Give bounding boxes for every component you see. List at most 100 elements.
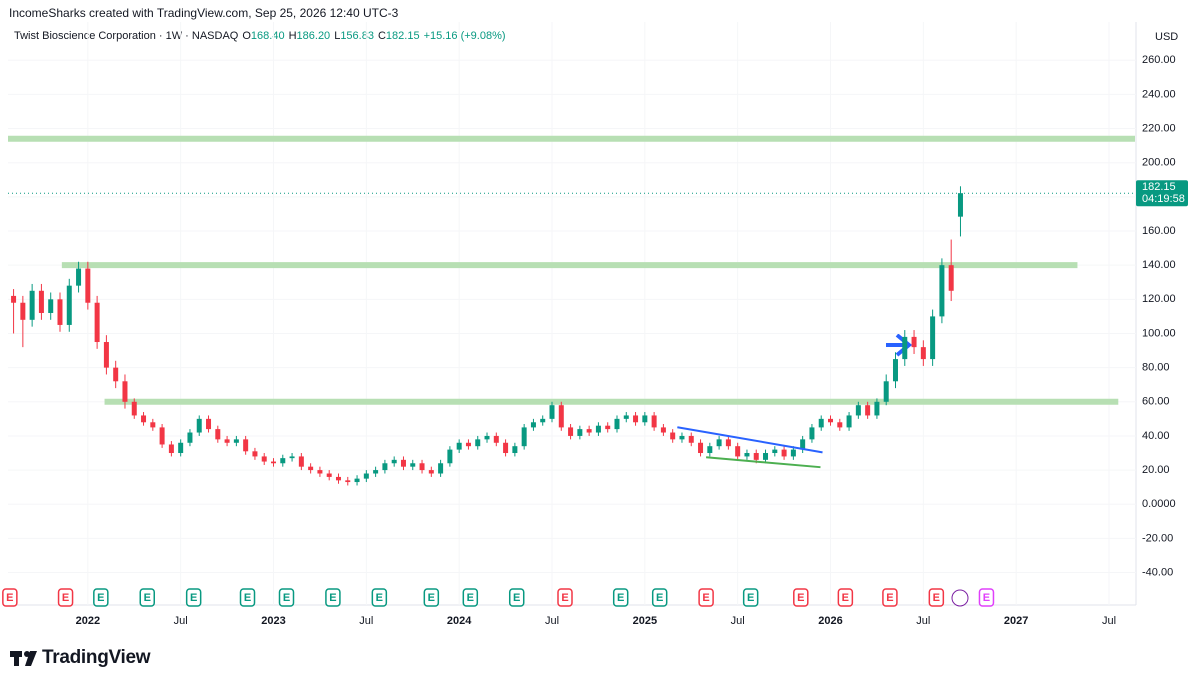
earnings-badge (139, 588, 156, 607)
candle-body (800, 439, 806, 450)
candle-body (252, 451, 258, 457)
y-tick-label: 20.00 (1142, 464, 1170, 476)
candle-body (391, 459, 397, 464)
candle-body (763, 453, 769, 460)
symbol: Twist Bioscience Corporation · 1W · NASD… (14, 30, 239, 42)
ohlc-item: C182.15 (378, 30, 420, 42)
dividend-icon (951, 589, 969, 607)
candle-body (113, 367, 119, 382)
earnings-badge (928, 588, 945, 607)
candle-body (317, 470, 323, 474)
candle-body (280, 458, 286, 464)
price-tag (1136, 180, 1188, 207)
candle-body (828, 418, 834, 423)
candle-body (633, 415, 639, 423)
y-tick-label: 60.00 (1142, 396, 1170, 408)
candle-body (772, 449, 778, 454)
x-tick-label: Jul (359, 615, 373, 627)
candle-body (883, 381, 889, 402)
candle-body (298, 456, 304, 467)
ohlc-item: H186.20 (289, 30, 331, 42)
candle-body (382, 463, 388, 471)
y-tick-label: 0.0000 (1142, 498, 1176, 510)
price-tag-value: 182.15 (1142, 181, 1176, 193)
candle-body (243, 439, 249, 452)
y-tick-label: 120.00 (1142, 293, 1176, 305)
y-tick-label: 200.00 (1142, 157, 1176, 169)
earnings-badge (462, 588, 479, 607)
earnings-label: E (933, 592, 940, 604)
candle-body (939, 265, 945, 317)
y-tick-label: 260.00 (1142, 54, 1176, 66)
ohlc-item: O168.40 (242, 30, 284, 42)
earnings-label: E (842, 592, 849, 604)
y-tick-label: -20.00 (1142, 532, 1173, 544)
candle-body (577, 429, 583, 436)
ohlc-value: 156.83 (340, 30, 374, 42)
logo (10, 651, 37, 666)
earnings-label: E (144, 592, 151, 604)
x-tick-label: 2023 (261, 615, 285, 627)
candle-body (809, 427, 815, 440)
trend-line (677, 426, 823, 454)
candle-body (168, 444, 174, 454)
candle-body (438, 463, 444, 474)
earnings-badge (612, 588, 629, 607)
y-tick-label: -40.00 (1142, 566, 1173, 578)
earnings-label: E (467, 592, 474, 604)
candle-body (623, 415, 629, 419)
candle-body (911, 336, 917, 348)
candle-body (354, 478, 360, 483)
earnings-badge (93, 588, 109, 607)
candle-body (948, 265, 954, 291)
candle-body (150, 422, 156, 428)
candle-body (11, 295, 17, 303)
symbol-legend: Twist Bioscience Corporation · 1W · NASD… (14, 30, 506, 42)
candle-body (215, 429, 221, 440)
candle-body (595, 425, 601, 433)
candle-body (586, 429, 592, 433)
candle-body (902, 336, 908, 360)
candle-body (475, 439, 481, 447)
x-tick-label: Jul (916, 615, 930, 627)
candle-body (196, 418, 202, 433)
y-tick-label: 80.00 (1142, 362, 1170, 374)
candle-body (20, 302, 26, 320)
earnings-label: E (376, 592, 383, 604)
candle-body (846, 415, 852, 428)
earnings-badge (2, 588, 18, 607)
candle-body (568, 427, 574, 436)
candle-body (716, 439, 722, 447)
ohlc-value: 186.20 (296, 30, 331, 42)
brand: TradingView (42, 647, 151, 668)
candle-body (363, 473, 369, 479)
candle-body (261, 456, 267, 462)
candle-body (558, 405, 564, 428)
candle-body (865, 405, 871, 416)
candle-body (874, 401, 880, 416)
candle-body (920, 347, 926, 360)
candle-body (224, 439, 230, 443)
candle-body (503, 442, 509, 454)
candle-body (206, 418, 212, 430)
x-tick-label: Jul (545, 615, 559, 627)
candle-body (660, 427, 666, 433)
candle-body (428, 470, 434, 474)
earnings-label: E (747, 592, 754, 604)
earnings-label: E (190, 592, 197, 604)
ohlc-key: C (377, 30, 386, 42)
earnings-label: E (6, 592, 13, 604)
candle-body (57, 299, 63, 325)
candle-body (855, 405, 861, 416)
candle-body (400, 459, 406, 467)
candle-body (373, 470, 379, 474)
earnings-badge (508, 588, 525, 607)
y-tick-label: 100.00 (1142, 327, 1176, 339)
x-tick-label: 2027 (1004, 615, 1028, 627)
candle-body (335, 476, 341, 481)
candle-body (29, 290, 35, 320)
candle-body (818, 418, 824, 428)
candle-body (410, 463, 416, 467)
earnings-badge (742, 588, 759, 607)
